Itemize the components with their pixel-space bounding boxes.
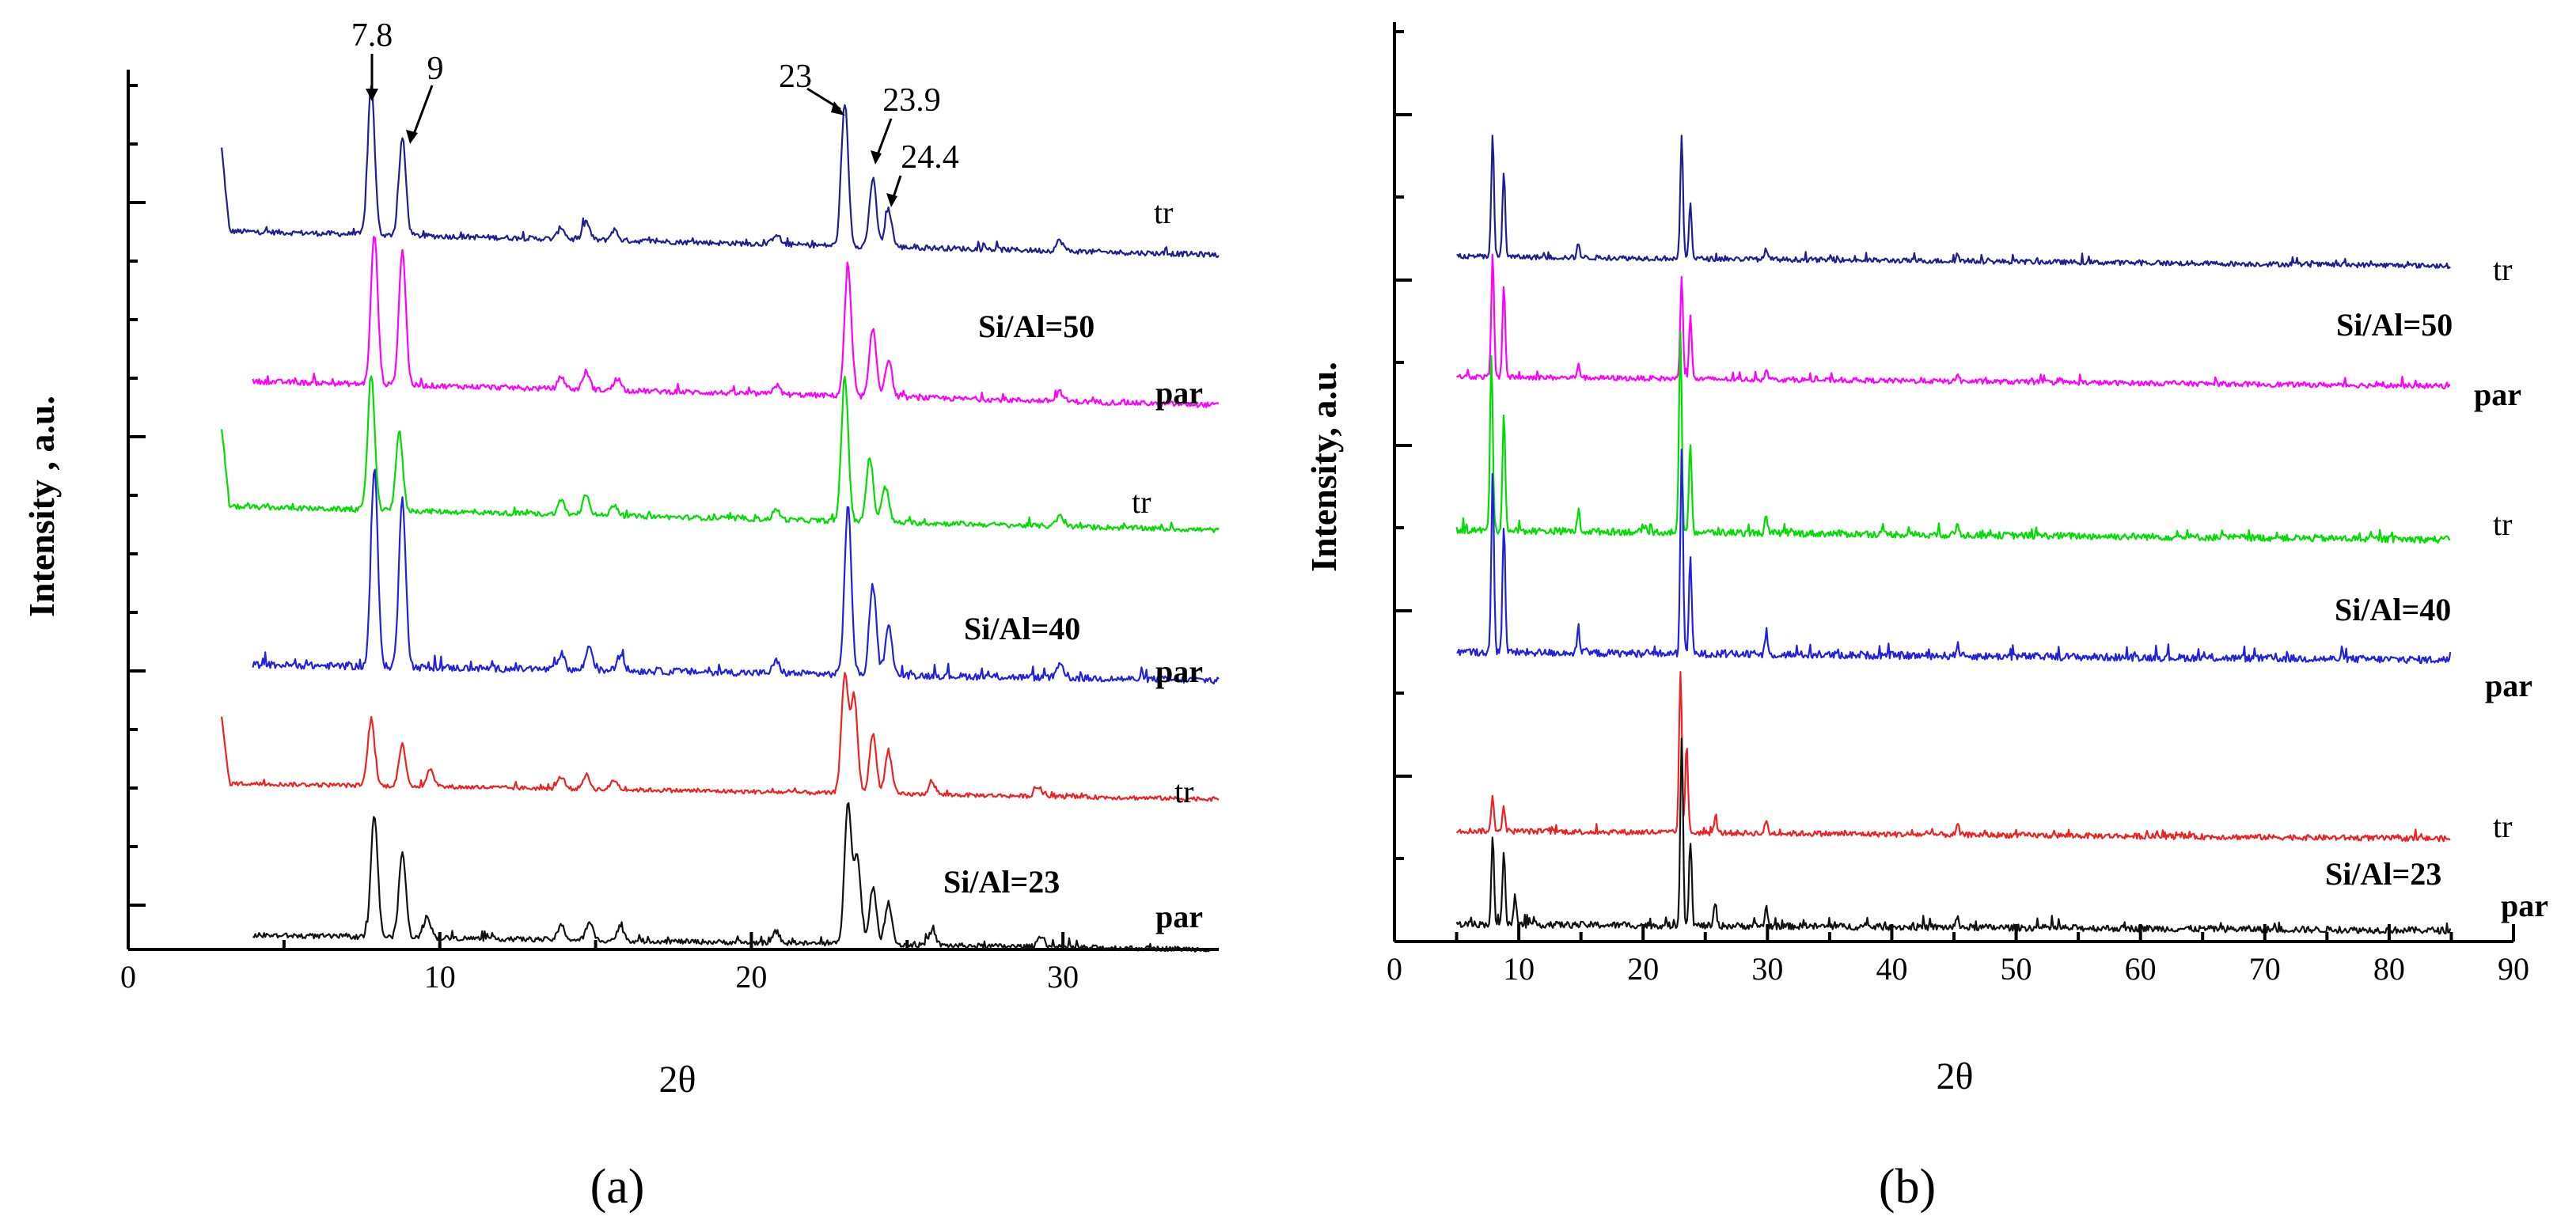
panel-b-x-tick-label-30: 30 [1751,951,1783,987]
panel-a-group-si-al-23: Si/Al=23 [943,864,1060,900]
panel-a-trace-si-al-23-par [252,801,1220,953]
annotation-arrowhead-23.9 [871,150,882,165]
panel-b-x-tick-label-80: 80 [2373,951,2405,987]
panel-b-y-ticks [1394,30,1412,860]
annotation-23: 23 [779,59,812,95]
panel-a-x-tick-label-30: 30 [1047,959,1079,995]
panel-b-x-tick-label-50: 50 [2001,951,2032,987]
panel-b-x-tick-label-0: 0 [1387,951,1402,987]
panel-a-x-ticks: 0 10 20 30 [120,932,1079,995]
panel-a-group-si-al-50: Si/Al=50 [978,309,1095,344]
panel-b-group-si-al-50: Si/Al=50 [2336,307,2453,343]
panel-b-group-si-al-23: Si/Al=23 [2325,856,2441,892]
panel-a-group-si-al-40: Si/Al=40 [964,611,1080,646]
panel-a-label-tr-50: tr [1154,195,1173,230]
panel-a-trace-si-al-50-tr [221,85,1220,259]
panel-a: 0 10 20 30 Intensity , a.u. 2θ (a) 7.8 9 23… [21,17,1220,1214]
panel-a-label-tr-40: tr [1132,484,1151,520]
panel-b-label: (b) [1879,1160,1936,1214]
annotation-24.4: 24.4 [901,139,959,176]
panel-b-x-tick-label-90: 90 [2498,951,2529,987]
annotation-7.8: 7.8 [351,17,393,54]
panel-a-label-par-40: par [1155,654,1203,689]
panel-a-y-ticks [128,84,146,907]
panel-a-x-tick-label-20: 20 [735,959,767,995]
panel-b-trace-si-al-23-tr [1455,671,2451,843]
panel-a-x-label: 2θ [659,1059,696,1101]
panel-a-y-label: Intensity , a.u. [21,396,62,617]
panel-b-traces [1455,135,2452,935]
panel-a-label-par-50: par [1155,375,1203,411]
panel-b-trace-si-al-23-par [1455,737,2452,935]
panel-b-trace-si-al-50-par [1456,253,2451,389]
panel-a-trace-si-al-40-par [252,468,1220,685]
panel-b-x-label: 2θ [1937,1055,1974,1097]
panel-a-label-tr-23: tr [1174,774,1193,809]
panel-b-x-tick-label-10: 10 [1503,951,1535,987]
panel-b-label-tr-23: tr [2493,809,2512,844]
panel-b-x-tick-label-70: 70 [2249,951,2281,987]
annotation-arrow-9 [412,85,434,137]
panel-b-label-par-40: par [2485,668,2532,703]
panel-a-trace-si-al-40-tr [221,375,1220,533]
panel-b-x-tick-label-60: 60 [2125,951,2157,987]
panel-b-label-tr-40: tr [2493,506,2512,542]
panel-b: 0 10 20 30 40 50 60 70 80 90 Intensity, a.u. 2θ (… [1303,22,2548,1214]
panel-b-label-par-50: par [2474,377,2521,412]
panel-b-group-si-al-40: Si/Al=40 [2335,592,2451,627]
panel-a-traces [221,85,1220,953]
annotation-arrowhead-23 [831,101,845,116]
panel-b-trace-si-al-40-tr [1455,330,2451,544]
panel-a-x-tick-label-10: 10 [424,959,456,995]
annotation-arrow-23.9 [875,118,893,157]
annotation-23.9: 23.9 [882,82,941,119]
panel-b-trace-si-al-40-par [1456,449,2452,665]
annotation-arrowhead-9 [406,130,418,144]
panel-b-x-ticks: 0 10 20 30 40 50 60 70 80 90 [1387,924,2529,987]
panel-a-trace-si-al-23-tr [221,672,1220,802]
panel-b-label-par-23: par [2501,888,2548,923]
panel-b-y-label: Intensity, a.u. [1303,362,1344,572]
panel-a-x-tick-label-0: 0 [120,959,136,995]
annotation-9: 9 [427,51,444,87]
annotation-arrowhead-7.8 [366,89,378,101]
panel-b-trace-si-al-50-tr [1456,135,2451,270]
annotation-arrowhead-24.4 [886,193,897,207]
panel-a-trace-si-al-50-par [252,236,1220,408]
panel-a-label-par-23: par [1155,899,1203,934]
panel-a-label: (a) [590,1160,645,1214]
panel-b-x-tick-label-20: 20 [1627,951,1659,987]
panel-b-label-tr-50: tr [2493,252,2512,287]
panel-b-x-tick-label-40: 40 [1876,951,1907,987]
